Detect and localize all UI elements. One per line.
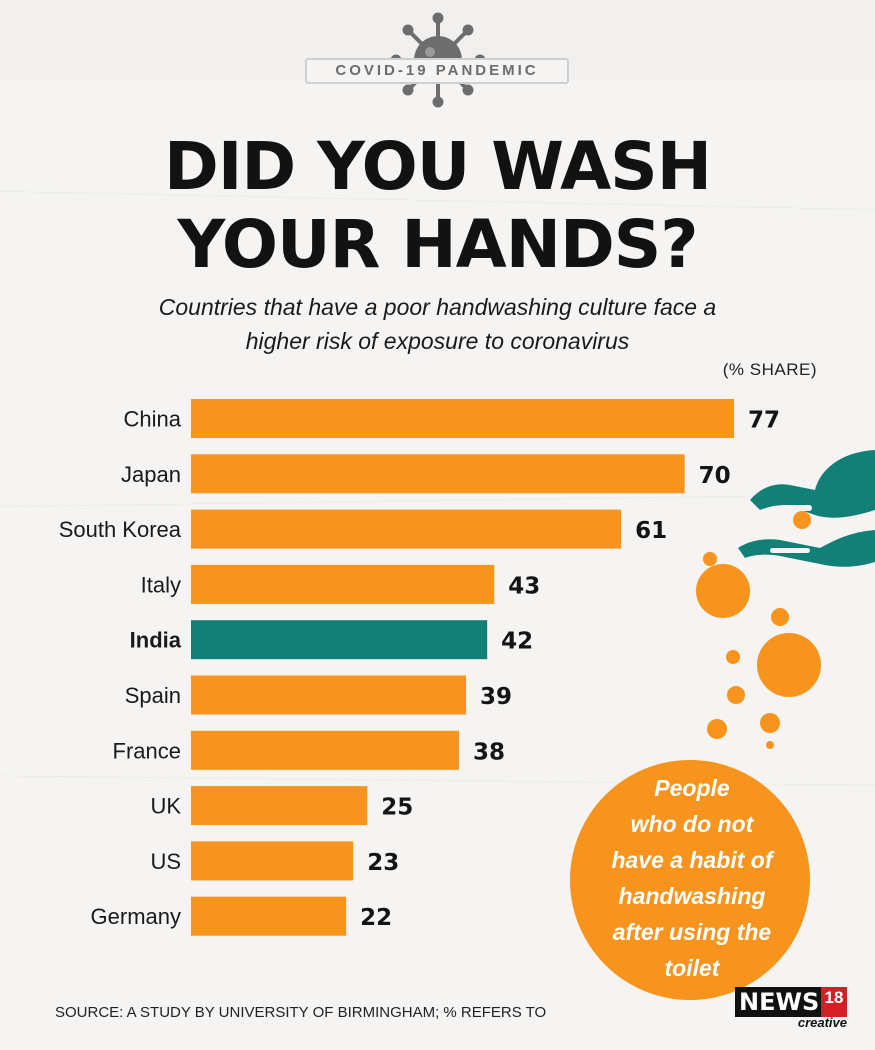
value-label: 23 — [367, 850, 399, 876]
logo-number: 18 — [821, 987, 847, 1017]
logo-news: NEWS — [735, 987, 824, 1017]
source-note: SOURCE: A STUDY BY UNIVERSITY OF BIRMING… — [55, 1004, 547, 1021]
bar-south-korea — [191, 509, 622, 549]
unit-label: (% SHARE) — [722, 360, 817, 379]
callout-text: People who do not have a habit of handwa… — [582, 770, 802, 986]
category-label: Japan — [121, 462, 181, 487]
callout-line: People — [654, 775, 730, 801]
value-label: 77 — [748, 408, 780, 434]
category-label: India — [130, 628, 182, 653]
value-label: 25 — [381, 795, 413, 821]
callout-line: handwashing — [618, 883, 766, 909]
bar-uk — [191, 786, 368, 826]
value-label: 70 — [699, 463, 731, 489]
category-label: Spain — [125, 683, 181, 708]
bar-india — [191, 620, 488, 660]
soap-bubbles-icon — [696, 552, 821, 749]
value-label: 42 — [501, 629, 533, 655]
page-title: DID YOU WASH YOUR HANDS? — [0, 128, 875, 284]
value-label: 22 — [360, 905, 392, 931]
subtitle: Countries that have a poor handwashing c… — [40, 290, 835, 358]
value-label: 38 — [473, 739, 505, 765]
bar-us — [191, 841, 354, 881]
value-label: 43 — [508, 573, 540, 599]
bar-germany — [191, 896, 347, 936]
callout-line: who do not — [630, 811, 754, 837]
category-label: UK — [150, 794, 181, 819]
category-label: Italy — [141, 572, 181, 597]
logo-creative: creative — [797, 1015, 847, 1030]
subtitle-line-1: Countries that have a poor handwashing c… — [158, 294, 717, 320]
callout-line: have a habit of — [611, 847, 773, 873]
callout-bubble — [570, 760, 810, 1000]
banner-label: COVID-19 PANDEMIC — [305, 58, 569, 84]
category-label: France — [113, 738, 181, 763]
title-line-1: DID YOU WASH — [164, 128, 712, 205]
category-label: Germany — [91, 904, 181, 929]
title-line-2: YOUR HANDS? — [177, 206, 698, 283]
washing-hands-icon — [738, 450, 875, 567]
callout-line: toilet — [664, 955, 720, 981]
value-label: 61 — [635, 518, 667, 544]
category-label: China — [124, 407, 182, 432]
bar-spain — [191, 675, 467, 715]
bar-france — [191, 730, 459, 770]
category-label: South Korea — [59, 517, 182, 542]
callout-line: after using the — [612, 919, 772, 945]
value-label: 39 — [480, 684, 512, 710]
news18-logo: NEWS 18 creative — [735, 987, 847, 1031]
subtitle-line-2: higher risk of exposure to coronavirus — [245, 328, 630, 354]
category-label: US — [150, 849, 181, 874]
bar-italy — [191, 564, 495, 604]
bar-china — [191, 399, 734, 438]
bar-japan — [191, 454, 685, 494]
